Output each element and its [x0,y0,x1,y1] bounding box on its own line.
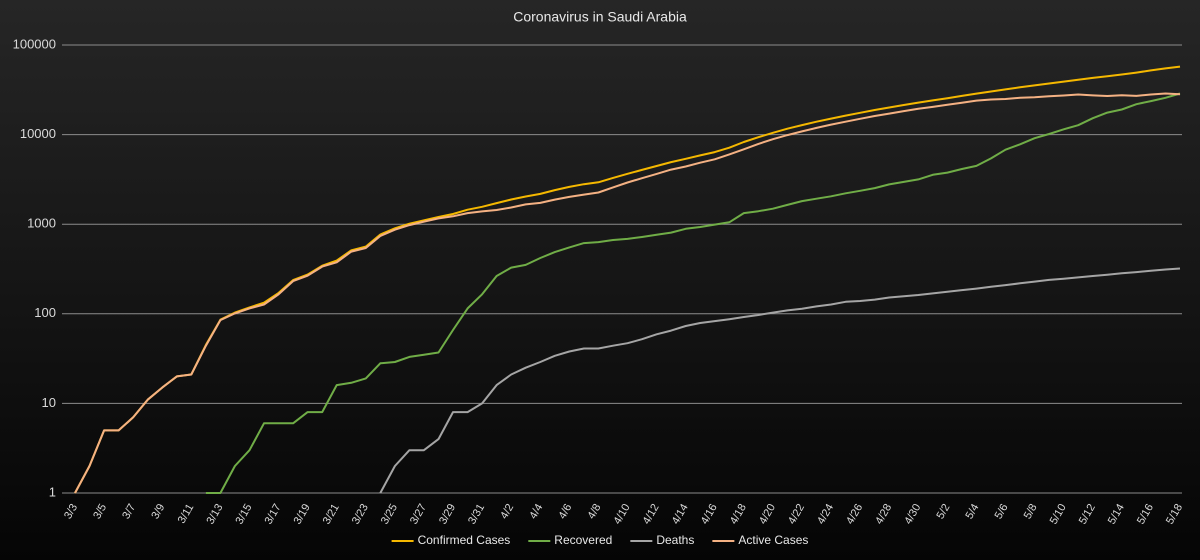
legend-label: Active Cases [738,533,808,547]
y-tick-label: 100000 [13,36,56,51]
series-line [74,92,1181,494]
series-line [379,267,1181,494]
y-tick-label: 100 [34,305,56,320]
y-tick-label: 10000 [20,126,56,141]
series-line [205,92,1181,494]
y-tick-label: 10 [42,395,56,410]
y-tick-label: 1000 [27,216,56,231]
chart-title: Coronavirus in Saudi Arabia [513,9,687,25]
series-line [74,65,1181,494]
y-tick-label: 1 [49,484,56,499]
legend-label: Confirmed Cases [418,533,511,547]
legend-label: Recovered [554,533,612,547]
legend-label: Deaths [656,533,694,547]
